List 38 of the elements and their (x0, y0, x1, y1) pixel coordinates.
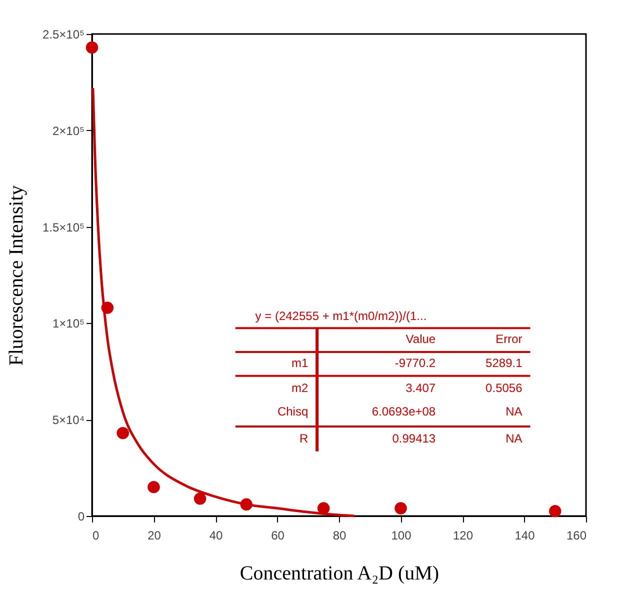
x-tick-label: 80 (332, 528, 346, 542)
x-tick-label: 60 (271, 528, 285, 542)
annotation: 6.0693e+08 (372, 404, 436, 419)
x-tick-label: 100 (391, 528, 412, 542)
annotation: -9770.2 (394, 356, 436, 370)
x-tick-label: 140 (514, 528, 536, 542)
x-tick-label: 0 (92, 528, 100, 542)
annotation: m2 (291, 380, 308, 395)
y-tick-label: 1×10⁵ (52, 316, 85, 331)
x-tick-label: 160 (566, 528, 587, 542)
x-tick-label: 20 (148, 528, 162, 542)
point (549, 505, 562, 518)
annotation: 3.407 (406, 380, 436, 395)
point (194, 492, 206, 505)
annotation: Chisq (277, 404, 308, 419)
point (86, 41, 98, 54)
annotation: NA (506, 431, 522, 446)
point (148, 480, 160, 494)
y-axis-title: Fluorescence Intensity (5, 185, 28, 366)
annotation: Value (406, 332, 436, 346)
y-tick-label: 0 (78, 510, 85, 524)
x-axis-title: Concentration A₂D (uM) (240, 562, 440, 584)
annotation: m1 (291, 356, 308, 370)
point (116, 426, 129, 440)
annotation: R (299, 431, 308, 446)
point (394, 502, 407, 514)
y-tick-label: 1.5×10⁵ (42, 220, 85, 234)
annotation: Error (496, 332, 522, 346)
y-tick-label: 2×10⁵ (52, 124, 85, 138)
y-tick-label: 5×10⁴ (52, 413, 84, 428)
annotation: NA (506, 404, 522, 419)
y-tick-label: 2.5×10⁵ (42, 28, 85, 42)
x-tick-label: 120 (452, 528, 474, 542)
x-tick-label: 40 (209, 528, 223, 542)
annotation: 0.99413 (392, 431, 436, 446)
annotation: 5289.1 (486, 356, 523, 370)
annotation: 0.5056 (486, 380, 523, 395)
annotation: y = (242555 + m1*(m0/m2))/(1... (255, 309, 427, 324)
